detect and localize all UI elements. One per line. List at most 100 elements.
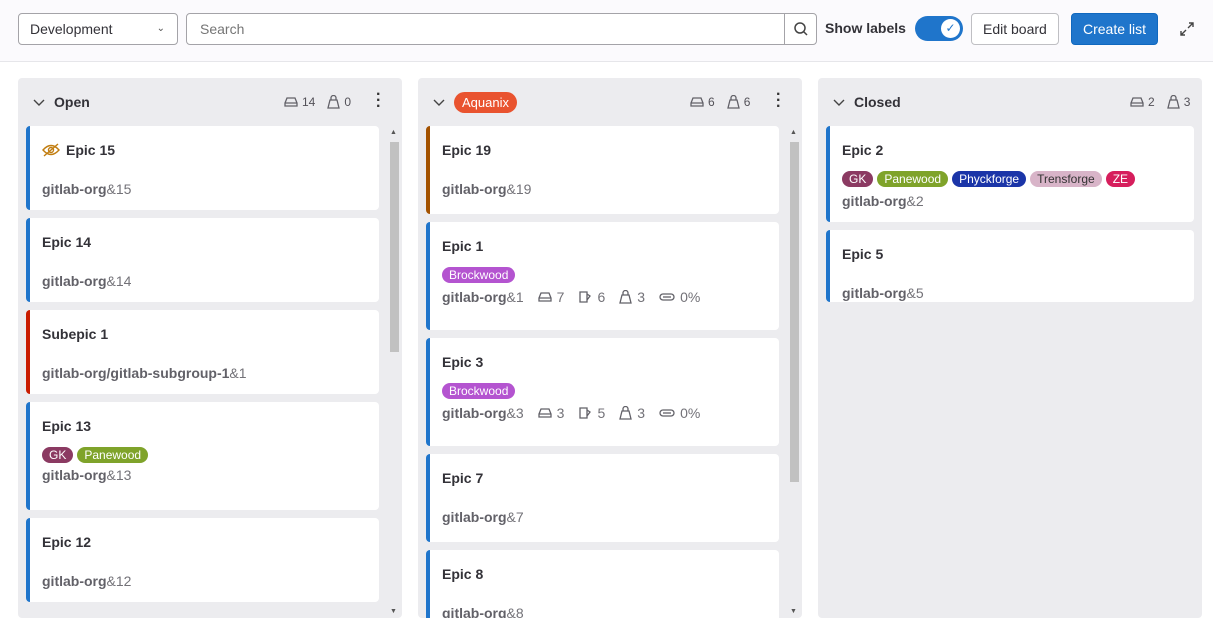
epic-icon [284, 97, 298, 107]
card-reference: gitlab-org&5 [842, 285, 924, 301]
card-title[interactable]: Epic 7 [442, 470, 484, 486]
list-title[interactable]: Aquanix [454, 91, 517, 113]
label-badge[interactable]: Panewood [77, 447, 149, 463]
check-icon: ✓ [941, 19, 960, 38]
weight-icon [726, 95, 740, 109]
epic-card[interactable]: Epic 3 Brockwood gitlab-org&3 3 5 3 0% [426, 338, 779, 446]
epic-card[interactable]: Epic 2 GK Panewood Phyckforge Trensforge ZE … [826, 126, 1194, 222]
search-box [186, 13, 817, 45]
card-title[interactable]: Epic 2 [842, 142, 884, 158]
label-badge[interactable]: Brockwood [442, 383, 516, 399]
child-epics: 7 [538, 289, 564, 305]
card-reference: gitlab-org&2 [842, 193, 924, 209]
card-title[interactable]: Epic 14 [42, 234, 92, 250]
card-labels: GK Panewood Phyckforge Trensforge ZE [842, 171, 1182, 187]
epic-icon [538, 408, 552, 418]
search-icon [793, 22, 808, 36]
card-reference: gitlab-org&1 7 6 3 0% [442, 289, 701, 305]
label-badge[interactable]: Phyckforge [952, 171, 1027, 187]
child-epics: 3 [538, 405, 564, 421]
epic-card[interactable]: Subepic 1 gitlab-org/gitlab-subgroup-1&1 [26, 310, 379, 394]
epic-icon [690, 97, 704, 107]
board-select[interactable]: Development ⌄ [18, 13, 178, 45]
search-button[interactable] [784, 14, 816, 44]
card-reference: gitlab-org&14 [42, 273, 132, 289]
edit-board-button[interactable]: Edit board [971, 13, 1059, 45]
search-input[interactable] [187, 14, 777, 44]
issues-icon [579, 407, 592, 419]
epic-card[interactable]: Epic 5 gitlab-org&5 [826, 230, 1194, 302]
card-title[interactable]: Subepic 1 [42, 326, 109, 342]
progress: 0% [659, 405, 700, 421]
fullscreen-icon[interactable] [1178, 20, 1196, 38]
card-reference: gitlab-org&19 [442, 181, 532, 197]
card-reference: gitlab-org&12 [42, 573, 132, 589]
eye-slash-icon [42, 143, 60, 157]
weight-icon [1166, 95, 1180, 109]
card-title[interactable]: Epic 1 [442, 238, 484, 254]
weight-count: 3 [1183, 95, 1191, 109]
card-title[interactable]: Epic 19 [442, 142, 492, 158]
weight: 3 [619, 289, 645, 305]
weight-count: 6 [743, 95, 751, 109]
label-badge[interactable]: Trensforge [1030, 171, 1102, 187]
list-scrollbar[interactable]: ▲ ▼ [788, 126, 800, 618]
epic-card[interactable]: Epic 15 gitlab-org&15 [26, 126, 379, 210]
epic-card[interactable]: Epic 19 gitlab-org&19 [426, 126, 779, 214]
issues-icon [579, 291, 592, 303]
card-title[interactable]: Epic 15 [42, 139, 367, 161]
weight-count: 0 [344, 95, 352, 109]
epic-card[interactable]: Epic 1 Brockwood gitlab-org&1 7 6 3 0% [426, 222, 779, 330]
epic-count: 6 [708, 95, 715, 109]
list-title: Closed [854, 94, 901, 110]
list-header: Open 14 0 · · · [18, 78, 402, 126]
epic-icon [538, 292, 552, 302]
weight-icon [327, 95, 341, 109]
card-title[interactable]: Epic 12 [42, 534, 92, 550]
epic-card[interactable]: Epic 8 gitlab-org&8 [426, 550, 779, 618]
card-title[interactable]: Epic 3 [442, 354, 484, 370]
board-select-value: Development [30, 21, 113, 37]
show-labels-label: Show labels [825, 20, 906, 36]
card-labels: Brockwood [442, 267, 767, 283]
card-list: Epic 19 gitlab-org&19 Epic 1 Brockwood g… [426, 126, 779, 618]
card-reference: gitlab-org&3 3 5 3 0% [442, 405, 701, 421]
progress-icon [659, 409, 675, 417]
card-list: Epic 15 gitlab-org&15 Epic 14 gitlab-org… [26, 126, 379, 610]
show-labels-toggle[interactable]: ✓ [915, 16, 963, 41]
card-labels: GK Panewood [42, 447, 367, 463]
card-title[interactable]: Epic 5 [842, 246, 884, 262]
chevron-down-icon[interactable] [432, 95, 446, 109]
list-counts: 14 0 [284, 95, 351, 109]
board-toolbar: Development ⌄ Show labels ✓ Edit board Cr… [0, 0, 1213, 62]
chevron-down-icon[interactable] [32, 95, 46, 109]
epic-card[interactable]: Epic 14 gitlab-org&14 [26, 218, 379, 302]
card-title[interactable]: Epic 13 [42, 418, 92, 434]
label-badge[interactable]: GK [42, 447, 74, 463]
epic-icon [1130, 97, 1144, 107]
epic-card[interactable]: Epic 13 GK Panewood gitlab-org&13 [26, 402, 379, 510]
weight: 3 [619, 405, 645, 421]
list-options-icon[interactable]: · · · [776, 86, 782, 115]
create-list-button[interactable]: Create list [1071, 13, 1159, 45]
list-scrollbar[interactable]: ▲ ▼ [388, 126, 400, 618]
epic-count: 2 [1148, 95, 1155, 109]
chevron-down-icon[interactable] [832, 95, 846, 109]
epic-card[interactable]: Epic 12 gitlab-org&12 [26, 518, 379, 602]
label-badge[interactable]: GK [842, 171, 874, 187]
label-badge[interactable]: ZE [1105, 171, 1136, 187]
list-options-icon[interactable]: · · · [376, 86, 382, 115]
card-reference: gitlab-org&13 [42, 467, 132, 483]
card-reference: gitlab-org/gitlab-subgroup-1&1 [42, 365, 247, 381]
weight-icon [619, 406, 633, 420]
label-badge[interactable]: Brockwood [442, 267, 516, 283]
card-list: Epic 2 GK Panewood Phyckforge Trensforge ZE … [826, 126, 1194, 310]
card-title[interactable]: Epic 8 [442, 566, 484, 582]
epic-card[interactable]: Epic 7 gitlab-org&7 [426, 454, 779, 542]
epic-count: 14 [302, 95, 316, 109]
label-badge[interactable]: Panewood [877, 171, 949, 187]
